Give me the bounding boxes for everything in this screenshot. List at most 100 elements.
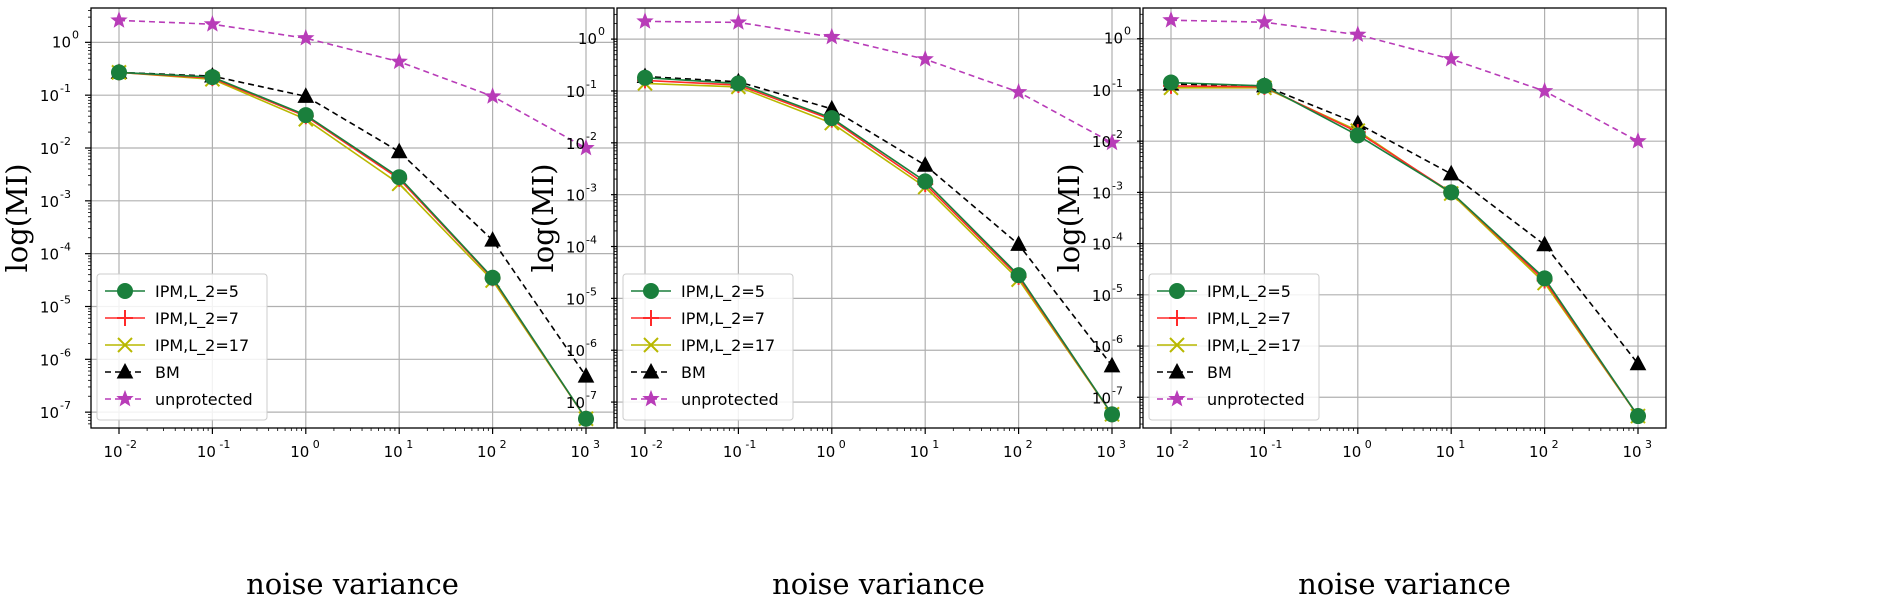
y-tick-label: 10 bbox=[1092, 338, 1111, 356]
data-point bbox=[203, 15, 222, 32]
legend-marker bbox=[642, 362, 660, 379]
y-tick-label: 10 bbox=[40, 193, 59, 211]
data-point bbox=[577, 367, 595, 383]
data-point bbox=[1103, 356, 1121, 373]
legend-label: unprotected bbox=[1207, 390, 1305, 409]
subplot-3: 10 -2 10 -1 10 0 10 1 10 2 10 310 -710 -610 -510 -410 -3… bbox=[1052, 7, 1667, 600]
data-point bbox=[297, 29, 315, 46]
legend: IPM,L_2=5 IPM,L_2=7 IPM,L_2=17 BM unprotecte… bbox=[96, 273, 268, 421]
y-tick-label: 10 bbox=[40, 246, 59, 264]
x-tick-exponent: -1 bbox=[219, 438, 230, 451]
axes-frame bbox=[616, 7, 1141, 429]
y-tick-exponent: -4 bbox=[586, 234, 597, 247]
x-tick-label: 10 bbox=[1003, 443, 1022, 461]
x-axis-title: noise variance bbox=[772, 567, 985, 600]
data-point bbox=[1349, 25, 1367, 43]
data-point bbox=[1630, 408, 1646, 425]
legend-entry: unprotected bbox=[1157, 389, 1305, 409]
data-point bbox=[1103, 133, 1121, 151]
x-tick-exponent: 1 bbox=[1458, 438, 1465, 451]
y-tick-exponent: -5 bbox=[586, 285, 597, 298]
y-axis-title: log(MI) bbox=[0, 163, 34, 272]
x-tick-exponent: -2 bbox=[126, 438, 137, 451]
y-tick-exponent: -3 bbox=[60, 188, 71, 201]
legend: IPM,L_2=5 IPM,L_2=7 IPM,L_2=17 BM unprotecte… bbox=[1148, 273, 1320, 421]
y-tick-exponent: -2 bbox=[586, 130, 597, 143]
series-line bbox=[118, 71, 587, 420]
x-tick-label: 10 bbox=[723, 443, 742, 461]
subplot-2: 10 -2 10 -1 10 0 10 1 10 2 10 310 -710 -610 -510 -410 -3… bbox=[526, 7, 1141, 600]
legend-marker bbox=[1168, 389, 1186, 407]
y-tick-label: 10 bbox=[566, 394, 585, 412]
series-line bbox=[644, 75, 1113, 367]
data-point bbox=[729, 13, 748, 30]
series-line bbox=[644, 20, 1113, 144]
data-point bbox=[1104, 406, 1120, 423]
data-point bbox=[1442, 49, 1460, 67]
data-point bbox=[1629, 132, 1647, 149]
legend-entry: unprotected bbox=[631, 389, 779, 409]
x-tick-exponent: 2 bbox=[1552, 438, 1559, 451]
data-point bbox=[1535, 81, 1554, 99]
data-point bbox=[730, 75, 747, 92]
data-point bbox=[823, 27, 841, 45]
x-tick-label: 10 bbox=[1622, 443, 1641, 461]
x-tick-label: 10 bbox=[1096, 443, 1115, 461]
legend-label: IPM,L_2=7 bbox=[155, 309, 239, 329]
data-point bbox=[636, 12, 654, 29]
y-tick-exponent: -7 bbox=[60, 399, 71, 412]
y-tick-label: 10 bbox=[40, 87, 59, 105]
data-point bbox=[1442, 164, 1460, 181]
x-tick-label: 10 bbox=[1436, 443, 1455, 461]
data-point bbox=[1162, 11, 1180, 28]
series-line bbox=[118, 19, 587, 149]
y-tick-exponent: -5 bbox=[60, 293, 71, 306]
series-ipm-l-2-5 bbox=[1163, 74, 1646, 425]
data-point bbox=[1010, 235, 1027, 251]
data-point bbox=[1256, 77, 1273, 94]
series-line bbox=[118, 71, 587, 377]
legend-box bbox=[1148, 273, 1320, 421]
series-line bbox=[1170, 19, 1639, 142]
subplot-1: 10 -2 10 -1 10 0 10 1 10 2 10 310 -710 -610 -510 -410 -3… bbox=[0, 7, 615, 600]
legend-marker bbox=[116, 362, 134, 379]
x-tick-label: 10 bbox=[816, 443, 835, 461]
x-axis-title: noise variance bbox=[246, 567, 459, 600]
data-point bbox=[1009, 82, 1028, 100]
data-point bbox=[1010, 267, 1027, 284]
y-tick-label: 10 bbox=[566, 239, 585, 257]
x-tick-label: 10 bbox=[1529, 443, 1548, 461]
y-tick-exponent: -2 bbox=[60, 135, 71, 148]
x-tick-label: 10 bbox=[629, 443, 648, 461]
y-tick-exponent: -1 bbox=[60, 82, 71, 95]
legend-entry: IPM,L_2=17 bbox=[105, 336, 249, 356]
data-point bbox=[578, 410, 594, 427]
data-point bbox=[484, 269, 501, 286]
series-unprotected bbox=[636, 12, 1121, 151]
y-tick-label: 10 bbox=[1092, 389, 1111, 407]
x-tick-exponent: 1 bbox=[932, 438, 939, 451]
legend-entry: IPM,L_2=5 bbox=[1157, 282, 1291, 302]
x-tick-exponent: 0 bbox=[313, 438, 320, 451]
data-point bbox=[297, 87, 315, 103]
y-tick-label: 10 bbox=[1104, 30, 1123, 48]
x-tick-exponent: 3 bbox=[593, 438, 600, 451]
data-point bbox=[297, 107, 314, 124]
legend-label: BM bbox=[155, 363, 180, 382]
legend-label: IPM,L_2=5 bbox=[681, 282, 765, 302]
x-tick-label: 10 bbox=[1249, 443, 1268, 461]
legend-entry: IPM,L_2=17 bbox=[631, 336, 775, 356]
x-tick-exponent: 1 bbox=[406, 438, 413, 451]
data-point bbox=[1629, 354, 1647, 371]
y-tick-exponent: -1 bbox=[1112, 77, 1123, 90]
legend-marker bbox=[1169, 310, 1185, 326]
data-point bbox=[1536, 270, 1553, 287]
y-tick-label: 10 bbox=[40, 298, 59, 316]
x-tick-label: 10 bbox=[197, 443, 216, 461]
legend-marker bbox=[1169, 337, 1185, 353]
y-tick-exponent: 0 bbox=[598, 25, 605, 38]
series-unprotected bbox=[1162, 11, 1647, 149]
x-tick-exponent: 3 bbox=[1645, 438, 1652, 451]
x-tick-exponent: -1 bbox=[1271, 438, 1282, 451]
y-tick-exponent: -6 bbox=[60, 346, 71, 359]
